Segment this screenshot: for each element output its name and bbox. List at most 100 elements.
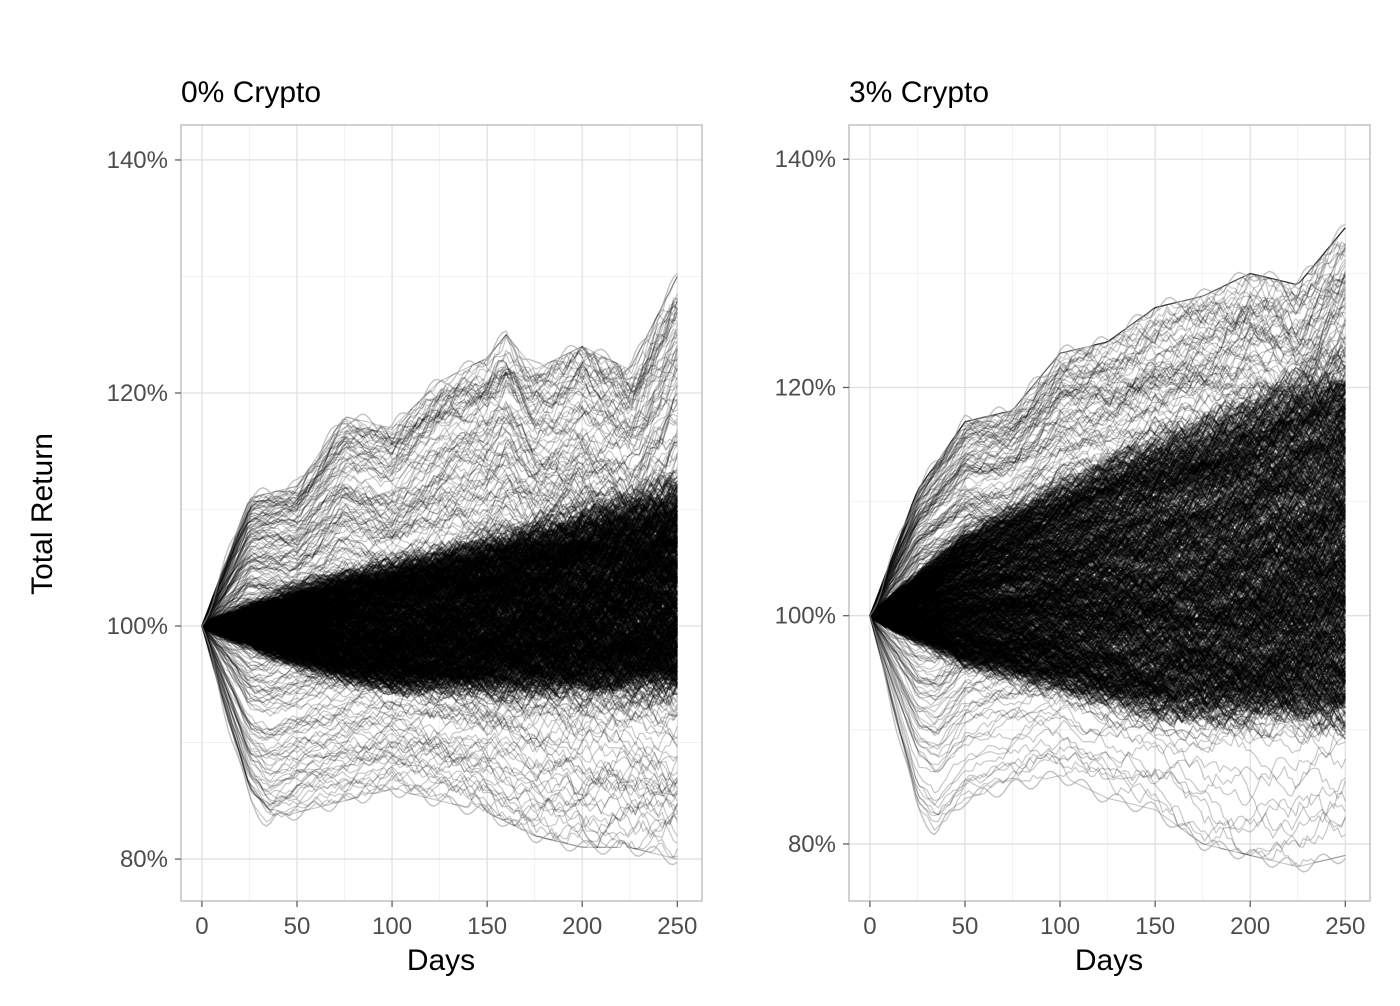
simulation-path [201,578,678,633]
simulation-path [201,622,678,678]
simulation-path [201,599,678,662]
simulation-path [201,572,678,635]
y-axis-title: Total Return [26,433,59,595]
simulation-path [201,625,678,694]
simulation-path [201,623,678,680]
simulation-path [201,533,678,627]
simulation-path [201,574,678,643]
simulation-path [201,613,678,676]
simulation-path [201,312,678,627]
simulation-path [201,625,678,699]
simulation-path [201,547,678,628]
simulation-path [201,392,678,627]
simulation-path [201,624,678,694]
y-tick-label: 100% [775,603,836,630]
simulation-path [201,610,678,665]
simulation-path [201,539,678,629]
simulation-path [201,625,678,706]
simulation-path [201,582,678,636]
simulation-path [201,625,678,689]
simulation-path [201,625,678,705]
simulation-path [201,609,678,690]
simulation-path [201,624,678,685]
simulation-path [201,522,678,628]
y-tick-label: 120% [775,374,836,401]
simulation-path [201,483,678,627]
simulation-path [201,502,678,627]
simulation-path [201,625,678,676]
simulation-path [201,625,678,709]
simulation-path [201,490,678,627]
simulation-path [201,581,678,642]
simulation-path [201,561,678,629]
simulation-path [201,625,678,682]
simulation-path [201,557,678,632]
simulation-path [201,423,678,627]
simulation-path [201,596,678,646]
simulation-path [201,604,678,654]
simulation-path [201,581,678,631]
simulation-path [201,625,678,693]
simulation-path [201,550,678,628]
simulation-path [201,621,678,684]
simulation-path [201,615,678,676]
simulation-path [201,501,678,627]
simulation-path [201,453,678,627]
simulation-path [201,625,678,798]
simulation-path [201,611,678,655]
simulation-path [201,504,678,627]
simulation-path [201,577,678,640]
simulation-path [201,493,678,627]
simulation-path [201,625,678,666]
simulation-path [201,625,678,681]
simulation-path [201,523,678,627]
simulation-path [201,625,678,703]
simulation-path [201,518,678,629]
simulation-path [201,562,678,641]
simulation-path [201,625,678,671]
simulation-path [201,600,678,650]
panel-3-percent-crypto: 3% Crypto 0 50 100 150 200 250 80% 100% 120% 140%… [775,76,1371,977]
x-tick-label: 100 [372,913,412,940]
simulation-path [201,518,678,627]
simulation-path [201,610,678,675]
simulation-path [201,587,678,652]
simulation-path [201,509,678,627]
simulation-path [201,593,678,648]
simulation-path [201,537,678,628]
simulation-path [201,518,678,627]
simulation-path [201,333,678,627]
simulation-path [201,543,678,629]
simulation-path [201,624,678,702]
simulation-path [201,596,678,655]
y-tick-label: 80% [788,831,836,858]
simulation-path [201,624,678,678]
simulation-path [201,621,678,679]
simulation-path [201,579,678,637]
simulation-path [201,625,678,756]
simulation-path [201,624,678,681]
simulation-path [201,505,678,627]
simulation-path [201,607,678,684]
simulation-path [201,625,678,692]
simulation-path [201,572,678,641]
simulation-path [201,625,678,683]
y-tick-label: 140% [107,147,168,174]
x-axis-title: Days [1075,944,1143,977]
simulation-path [201,575,678,642]
simulation-path [201,625,678,686]
y-tick-label: 140% [775,146,836,173]
simulation-path [201,524,678,627]
simulation-path [201,538,678,628]
simulation-path [201,413,678,627]
simulation-path [201,348,678,627]
simulation-path [201,625,678,669]
simulation-path [201,506,678,628]
simulation-path [201,562,678,634]
x-tick-label: 50 [952,913,979,940]
simulation-path [201,551,678,627]
simulation-path [201,625,678,703]
simulation-path [201,513,678,627]
panel-grid [181,125,702,901]
